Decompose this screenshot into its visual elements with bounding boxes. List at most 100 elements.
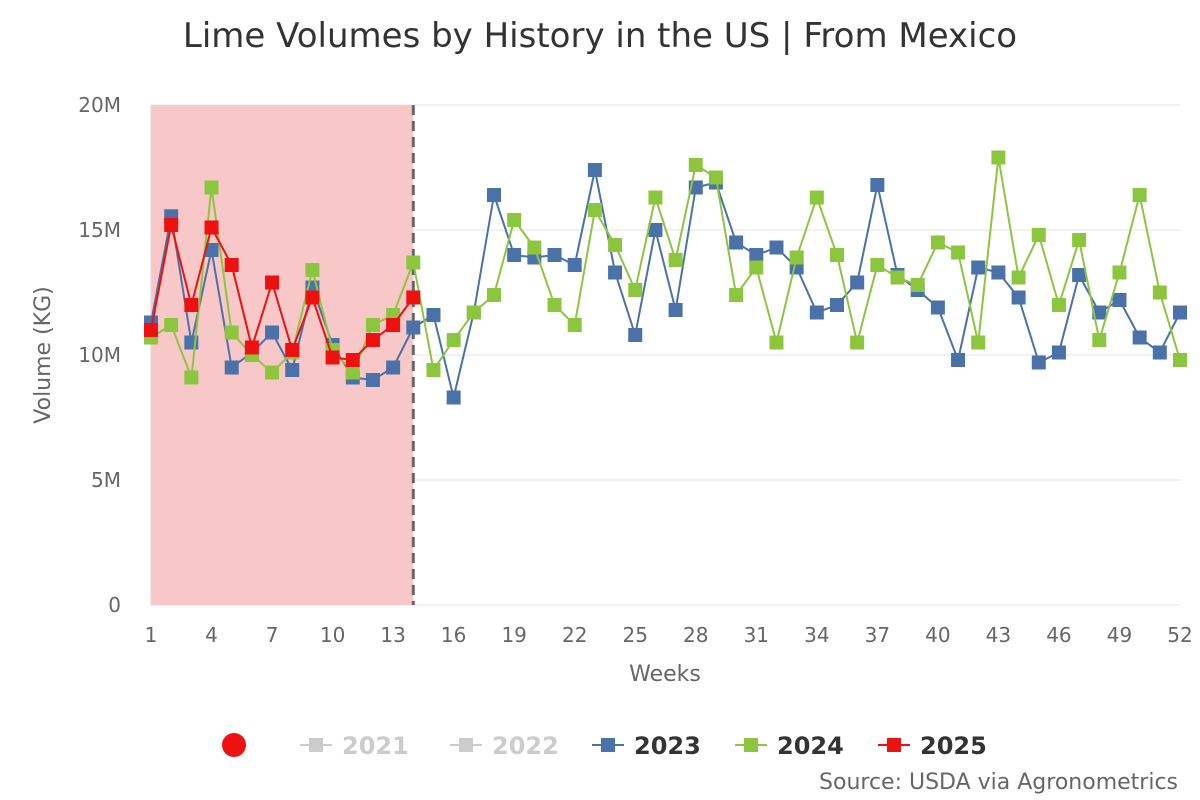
point-2024[interactable] — [809, 190, 824, 205]
point-2025[interactable] — [164, 218, 179, 232]
point-2023[interactable] — [930, 300, 945, 315]
point-2023[interactable] — [1031, 355, 1046, 370]
legend-item-2021[interactable]: 2021 — [300, 732, 409, 760]
point-2023[interactable] — [648, 223, 663, 237]
legend-item-2022[interactable]: 2022 — [450, 732, 559, 760]
point-2024[interactable] — [910, 278, 925, 292]
point-2023[interactable] — [446, 390, 461, 405]
point-2023[interactable] — [1152, 345, 1167, 360]
point-2023[interactable] — [567, 258, 582, 272]
point-2024[interactable] — [487, 288, 501, 302]
point-2023[interactable] — [587, 163, 602, 177]
point-2024[interactable] — [184, 370, 199, 385]
point-2023[interactable] — [1173, 305, 1187, 320]
point-2023[interactable] — [426, 308, 441, 322]
point-2024[interactable] — [305, 263, 320, 277]
point-2024[interactable] — [507, 213, 522, 227]
point-2023[interactable] — [850, 275, 865, 290]
point-2023[interactable] — [870, 178, 885, 192]
point-2024[interactable] — [365, 318, 380, 332]
point-2025[interactable] — [285, 343, 300, 357]
point-2024[interactable] — [628, 283, 643, 297]
point-2023[interactable] — [769, 240, 784, 255]
point-2024[interactable] — [466, 305, 481, 320]
point-2024[interactable] — [567, 318, 582, 332]
point-2024[interactable] — [668, 253, 683, 267]
point-2023[interactable] — [265, 325, 280, 340]
point-2025[interactable] — [345, 353, 360, 367]
point-2025[interactable] — [365, 333, 380, 347]
point-2023[interactable] — [749, 248, 764, 262]
point-2024[interactable] — [648, 190, 663, 205]
point-2024[interactable] — [547, 298, 562, 312]
point-2024[interactable] — [729, 288, 744, 302]
point-2023[interactable] — [1132, 330, 1147, 345]
legend-item-2024[interactable]: 2024 — [735, 732, 844, 760]
point-2024[interactable] — [870, 258, 885, 272]
point-2024[interactable] — [1112, 265, 1127, 280]
point-2023[interactable] — [224, 360, 239, 375]
point-2024[interactable] — [224, 325, 239, 340]
point-2025[interactable] — [265, 275, 280, 290]
point-2023[interactable] — [830, 298, 844, 312]
point-2025[interactable] — [244, 340, 259, 355]
point-2023[interactable] — [285, 363, 300, 377]
point-2023[interactable] — [729, 235, 744, 250]
point-2024[interactable] — [1072, 233, 1087, 247]
point-2023[interactable] — [507, 248, 522, 262]
point-2025[interactable] — [305, 290, 320, 305]
point-2025[interactable] — [325, 350, 340, 365]
point-2024[interactable] — [265, 365, 280, 380]
point-2024[interactable] — [1173, 353, 1187, 367]
point-2024[interactable] — [164, 318, 179, 332]
point-2024[interactable] — [345, 365, 360, 380]
point-2023[interactable] — [386, 360, 401, 375]
point-2023[interactable] — [951, 353, 966, 367]
point-2023[interactable] — [991, 265, 1006, 280]
point-2023[interactable] — [1092, 305, 1107, 320]
point-2024[interactable] — [1011, 270, 1026, 285]
point-2023[interactable] — [1072, 268, 1087, 282]
point-2025[interactable] — [204, 220, 219, 235]
point-2023[interactable] — [971, 260, 986, 275]
point-2024[interactable] — [608, 238, 623, 252]
point-2024[interactable] — [991, 150, 1006, 165]
point-2025[interactable] — [386, 318, 401, 332]
point-2024[interactable] — [688, 158, 703, 172]
point-2025[interactable] — [144, 323, 158, 337]
point-2024[interactable] — [951, 245, 966, 260]
point-2023[interactable] — [668, 303, 683, 317]
point-2024[interactable] — [1031, 228, 1046, 242]
point-2023[interactable] — [406, 320, 421, 335]
point-2023[interactable] — [547, 248, 562, 262]
point-2024[interactable] — [527, 240, 542, 255]
point-2024[interactable] — [1092, 333, 1107, 347]
point-2023[interactable] — [628, 328, 643, 342]
point-2024[interactable] — [426, 363, 441, 377]
point-2023[interactable] — [809, 305, 824, 320]
point-2023[interactable] — [365, 373, 380, 387]
point-2024[interactable] — [708, 170, 723, 185]
point-2025[interactable] — [184, 298, 199, 312]
point-2023[interactable] — [487, 188, 501, 202]
point-2024[interactable] — [446, 333, 461, 347]
point-2024[interactable] — [1132, 188, 1147, 202]
point-2023[interactable] — [204, 243, 219, 257]
point-2024[interactable] — [406, 255, 421, 270]
point-2025[interactable] — [224, 258, 239, 272]
point-2024[interactable] — [930, 235, 945, 250]
point-2024[interactable] — [1051, 298, 1066, 312]
point-2025[interactable] — [406, 290, 421, 305]
point-2023[interactable] — [1051, 345, 1066, 360]
legend-item-2023[interactable]: 2023 — [592, 732, 701, 760]
point-2024[interactable] — [789, 250, 804, 265]
point-2024[interactable] — [1152, 285, 1167, 300]
legend-bullet[interactable] — [222, 733, 246, 757]
point-2024[interactable] — [749, 260, 764, 275]
point-2023[interactable] — [1011, 290, 1026, 305]
point-2023[interactable] — [1112, 293, 1127, 307]
point-2024[interactable] — [204, 180, 219, 195]
point-2024[interactable] — [587, 203, 602, 217]
point-2024[interactable] — [769, 335, 784, 350]
point-2024[interactable] — [830, 248, 844, 262]
